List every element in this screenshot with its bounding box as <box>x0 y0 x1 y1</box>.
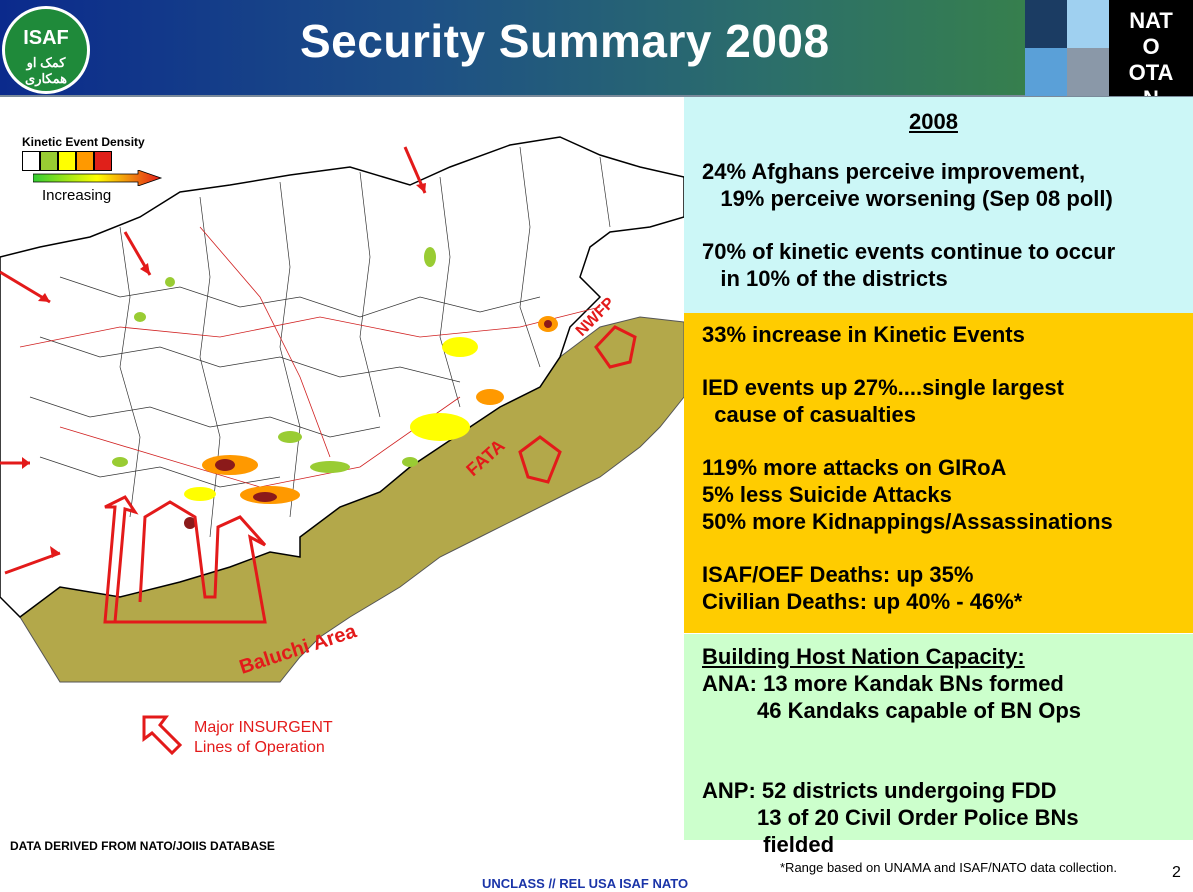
header-divider <box>0 95 1193 97</box>
stat-kidnappings: 50% more Kidnappings/Assassinations <box>702 509 1113 534</box>
stat-suicide-attacks: 5% less Suicide Attacks <box>702 482 952 507</box>
data-source: DATA DERIVED FROM NATO/JOIIS DATABASE <box>10 839 275 853</box>
kinetic-line-2: in 10% of the districts <box>702 266 948 291</box>
afghanistan-map: NWFP FATA Baluchi Area <box>0 97 685 692</box>
nato-photo-collage <box>1025 0 1109 96</box>
swatch-orange <box>76 151 94 171</box>
anp-line-1: ANP: 52 districts undergoing FDD <box>702 778 1057 803</box>
perception-line-1: 24% Afghans perceive improvement, <box>702 159 1086 184</box>
legend-swatches <box>22 151 145 171</box>
legend-increasing-label: Increasing <box>42 187 112 204</box>
stat-ied-events: IED events up 27%....single largest <box>702 375 1064 400</box>
swatch-red <box>94 151 112 171</box>
perception-panel: 2008 24% Afghans perceive improvement, 1… <box>684 97 1193 313</box>
perception-line-2: 19% perceive worsening (Sep 08 poll) <box>702 186 1113 211</box>
map-graphic: NWFP FATA Baluchi Area <box>0 136 685 683</box>
classification-marking: UNCLASS // REL USA ISAF NATO <box>482 876 689 891</box>
anp-line-3: fielded <box>702 832 835 857</box>
stat-isaf-deaths: ISAF/OEF Deaths: up 35% <box>702 562 974 587</box>
swatch-white <box>22 151 40 171</box>
capacity-panel: Building Host Nation Capacity: ANA: 13 m… <box>684 634 1193 857</box>
stat-ied-casualties: cause of casualties <box>702 402 916 427</box>
insurgent-legend-text: Major INSURGENT Lines of Operation <box>194 719 333 756</box>
ana-line-1: ANA: 13 more Kandak BNs formed <box>702 671 1064 696</box>
title-banner <box>0 0 1193 96</box>
stat-kinetic-events: 33% increase in Kinetic Events <box>702 322 1025 347</box>
nato-badge: NAT O OTA N <box>1109 0 1193 96</box>
anp-line-2: 13 of 20 Civil Order Police BNs <box>702 805 1079 830</box>
insurgent-arrowheads <box>22 183 426 558</box>
stat-attacks-giroa: 119% more attacks on GIRoA <box>702 455 1007 480</box>
ana-line-2: 46 Kandaks capable of BN Ops <box>702 698 1082 723</box>
isaf-logo-text: ISAF <box>23 27 69 49</box>
isaf-logo: ISAF کمک او همکاری <box>2 6 90 94</box>
page-number: 2 <box>1172 864 1181 881</box>
increasing-arrow-icon <box>33 170 163 186</box>
kinetic-event-hotspots <box>112 247 558 529</box>
stat-civilian-deaths: Civilian Deaths: up 40% - 46%* <box>702 589 1023 614</box>
insurgent-arrow-icon <box>142 715 183 756</box>
insurgent-legend: Major INSURGENT Lines of Operation <box>140 713 333 763</box>
slide-title: Security Summary 2008 <box>300 15 830 67</box>
panel-heading-2008: 2008 <box>909 109 958 134</box>
swatch-yellow <box>58 151 76 171</box>
footnote: *Range based on UNAMA and ISAF/NATO data… <box>780 860 1117 875</box>
isaf-logo-subtext: کمک او همکاری <box>25 55 67 86</box>
swatch-green <box>40 151 58 171</box>
density-legend: Kinetic Event Density Increasing <box>22 135 163 204</box>
statistics-panel: 33% increase in Kinetic Events IED event… <box>684 313 1193 633</box>
capacity-heading: Building Host Nation Capacity: <box>702 644 1025 669</box>
insurgent-arrows <box>0 146 637 624</box>
legend-title: Kinetic Event Density <box>22 135 145 149</box>
kinetic-line-1: 70% of kinetic events continue to occur <box>702 239 1116 264</box>
